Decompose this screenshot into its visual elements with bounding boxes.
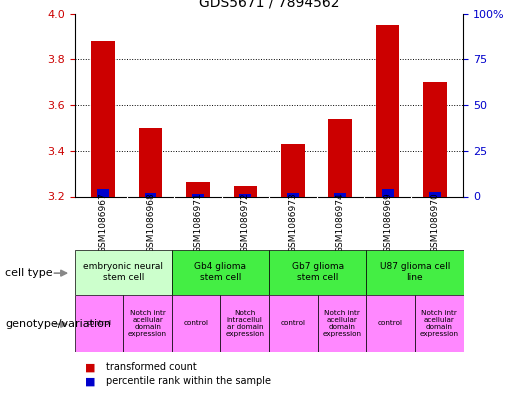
Text: GSM1086971: GSM1086971 xyxy=(194,193,202,253)
Bar xyxy=(366,295,415,352)
Text: GSM1086967: GSM1086967 xyxy=(99,193,108,253)
Text: Notch intr
acellular
domain
expression: Notch intr acellular domain expression xyxy=(322,310,362,337)
Text: ■: ■ xyxy=(85,376,95,386)
Bar xyxy=(334,193,346,196)
Text: GSM1086974: GSM1086974 xyxy=(336,193,345,253)
Bar xyxy=(382,189,393,196)
Text: GSM1086970: GSM1086970 xyxy=(431,193,439,253)
Bar xyxy=(233,186,257,196)
Text: control: control xyxy=(378,320,403,326)
Text: GSM1086968: GSM1086968 xyxy=(146,193,155,253)
Text: control: control xyxy=(184,320,209,326)
Text: GSM1086969: GSM1086969 xyxy=(383,193,392,253)
Text: GSM1086973: GSM1086973 xyxy=(288,193,297,253)
Bar xyxy=(91,41,115,196)
Text: Gb4 glioma
stem cell: Gb4 glioma stem cell xyxy=(195,262,247,282)
Bar xyxy=(75,295,123,352)
Text: genotype/variation: genotype/variation xyxy=(5,319,111,329)
Text: Notch
intracellul
ar domain
expression: Notch intracellul ar domain expression xyxy=(225,310,264,337)
Bar xyxy=(97,189,109,196)
Text: transformed count: transformed count xyxy=(106,362,196,373)
Bar xyxy=(423,82,447,196)
Bar xyxy=(318,295,366,352)
Bar xyxy=(287,193,299,196)
Text: Notch intr
acellular
domain
expression: Notch intr acellular domain expression xyxy=(420,310,459,337)
Bar xyxy=(329,119,352,196)
Bar xyxy=(172,250,269,295)
Title: GDS5671 / 7894562: GDS5671 / 7894562 xyxy=(199,0,339,10)
Text: control: control xyxy=(281,320,306,326)
Text: U87 glioma cell
line: U87 glioma cell line xyxy=(380,262,450,282)
Bar xyxy=(145,193,157,196)
Bar xyxy=(123,295,172,352)
Bar xyxy=(75,250,172,295)
Bar xyxy=(192,194,204,196)
Bar xyxy=(366,250,464,295)
Bar xyxy=(269,295,318,352)
Bar xyxy=(186,182,210,196)
Bar xyxy=(269,250,366,295)
Text: embryonic neural
stem cell: embryonic neural stem cell xyxy=(83,262,163,282)
Text: control: control xyxy=(87,320,111,326)
Bar xyxy=(376,25,400,196)
Bar xyxy=(220,295,269,352)
Text: Gb7 glioma
stem cell: Gb7 glioma stem cell xyxy=(291,262,344,282)
Text: percentile rank within the sample: percentile rank within the sample xyxy=(106,376,270,386)
Text: ■: ■ xyxy=(85,362,95,373)
Text: Notch intr
acellular
domain
expression: Notch intr acellular domain expression xyxy=(128,310,167,337)
Text: GSM1086972: GSM1086972 xyxy=(241,193,250,253)
Bar xyxy=(172,295,220,352)
Bar xyxy=(239,194,251,196)
Bar xyxy=(415,295,464,352)
Bar xyxy=(139,128,162,196)
Bar xyxy=(429,192,441,196)
Bar xyxy=(281,144,305,196)
Text: cell type: cell type xyxy=(5,268,53,278)
